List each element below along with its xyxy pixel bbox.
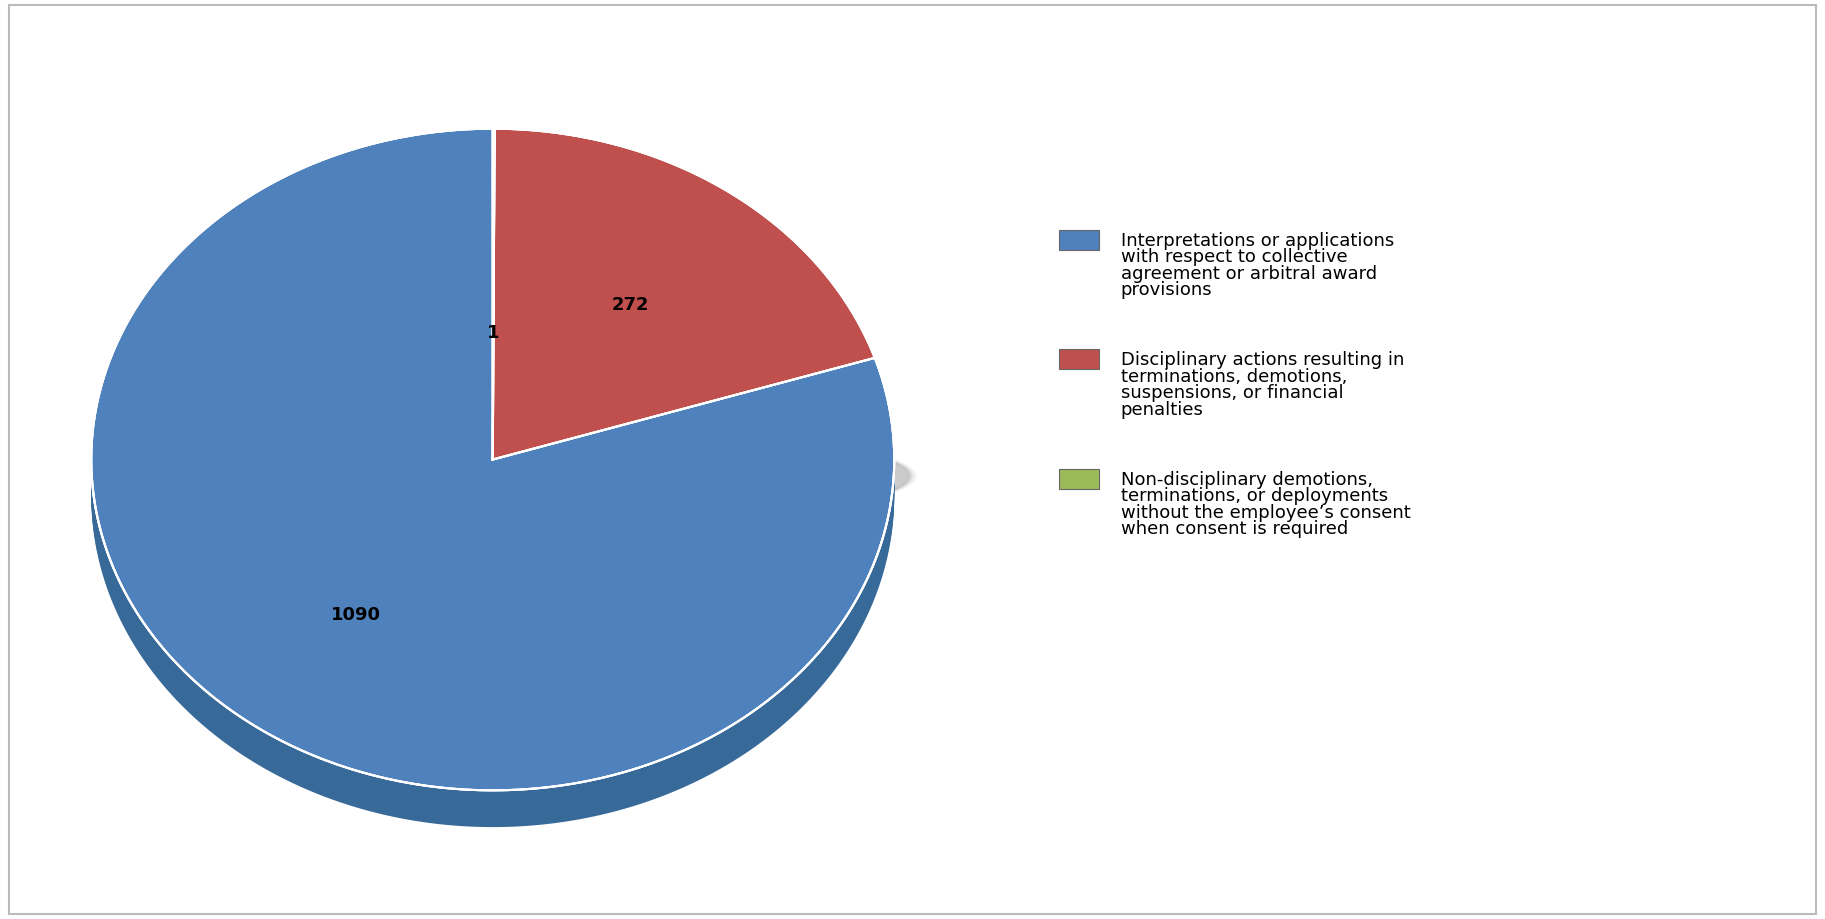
Polygon shape: [493, 147, 495, 478]
Polygon shape: [493, 151, 874, 482]
Polygon shape: [493, 143, 495, 474]
Polygon shape: [493, 155, 874, 486]
Polygon shape: [91, 132, 894, 794]
Polygon shape: [493, 135, 495, 466]
Polygon shape: [493, 132, 874, 463]
Polygon shape: [493, 141, 495, 471]
Polygon shape: [91, 162, 894, 823]
Polygon shape: [91, 137, 894, 799]
Polygon shape: [91, 145, 894, 807]
Polygon shape: [91, 157, 894, 819]
Polygon shape: [91, 149, 894, 811]
Text: with respect to collective: with respect to collective: [1121, 248, 1347, 267]
Polygon shape: [493, 165, 874, 496]
Polygon shape: [493, 141, 874, 471]
Polygon shape: [91, 141, 894, 802]
Polygon shape: [493, 147, 874, 478]
Polygon shape: [493, 139, 495, 470]
Text: 272: 272: [611, 296, 650, 313]
Polygon shape: [91, 129, 894, 790]
Polygon shape: [493, 162, 495, 493]
Polygon shape: [493, 137, 874, 468]
Polygon shape: [91, 147, 894, 809]
Text: when consent is required: when consent is required: [1121, 520, 1349, 539]
Polygon shape: [493, 132, 495, 463]
Polygon shape: [91, 165, 894, 827]
Polygon shape: [493, 145, 874, 476]
Polygon shape: [493, 130, 874, 461]
Polygon shape: [493, 159, 874, 490]
Polygon shape: [91, 153, 894, 815]
Polygon shape: [91, 155, 894, 817]
Polygon shape: [493, 153, 874, 484]
Polygon shape: [493, 139, 874, 470]
Text: Non-disciplinary demotions,: Non-disciplinary demotions,: [1121, 471, 1372, 489]
Polygon shape: [91, 135, 894, 797]
Polygon shape: [493, 130, 495, 461]
Text: agreement or arbitral award: agreement or arbitral award: [1121, 265, 1376, 283]
Polygon shape: [91, 139, 894, 800]
Ellipse shape: [104, 426, 911, 526]
Polygon shape: [493, 162, 874, 493]
Ellipse shape: [106, 426, 909, 526]
Polygon shape: [91, 130, 894, 792]
Text: without the employee’s consent: without the employee’s consent: [1121, 504, 1411, 522]
Polygon shape: [493, 149, 874, 480]
Text: 1: 1: [487, 323, 500, 342]
Bar: [1058, 469, 1099, 489]
Polygon shape: [493, 159, 495, 490]
Polygon shape: [91, 151, 894, 812]
Bar: [1058, 230, 1099, 250]
Text: 1090: 1090: [330, 606, 381, 624]
Polygon shape: [493, 143, 874, 474]
Polygon shape: [91, 164, 894, 825]
Polygon shape: [493, 157, 874, 488]
Polygon shape: [493, 164, 495, 494]
Polygon shape: [493, 129, 495, 460]
Polygon shape: [493, 165, 495, 496]
Polygon shape: [91, 159, 894, 821]
Bar: [1058, 349, 1099, 369]
Text: provisions: provisions: [1121, 281, 1212, 300]
Polygon shape: [493, 129, 874, 460]
Text: Interpretations or applications: Interpretations or applications: [1121, 232, 1394, 250]
Polygon shape: [493, 145, 495, 476]
Polygon shape: [91, 143, 894, 805]
Polygon shape: [493, 153, 495, 484]
Text: terminations, or deployments: terminations, or deployments: [1121, 487, 1387, 505]
Text: suspensions, or financial: suspensions, or financial: [1121, 384, 1343, 403]
Ellipse shape: [102, 426, 912, 526]
Polygon shape: [493, 155, 495, 486]
Polygon shape: [493, 135, 874, 466]
Text: terminations, demotions,: terminations, demotions,: [1121, 368, 1347, 386]
Polygon shape: [493, 149, 495, 480]
Text: Disciplinary actions resulting in: Disciplinary actions resulting in: [1121, 351, 1403, 369]
Text: penalties: penalties: [1121, 401, 1203, 419]
Polygon shape: [493, 157, 495, 488]
Ellipse shape: [100, 426, 914, 526]
Polygon shape: [493, 164, 874, 494]
Polygon shape: [493, 151, 495, 482]
Polygon shape: [493, 137, 495, 468]
